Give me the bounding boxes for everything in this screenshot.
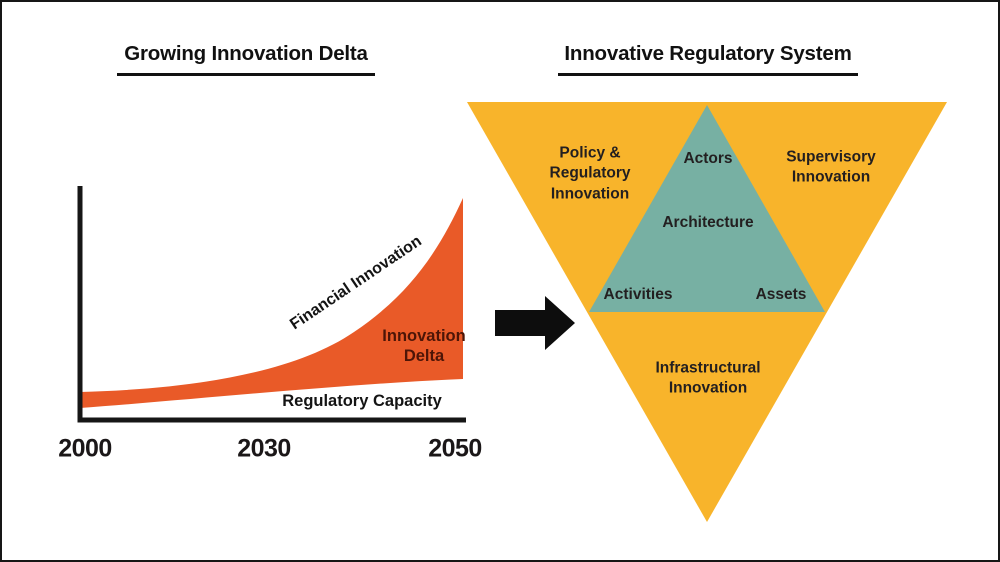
left-panel-title: Growing Innovation Delta — [117, 42, 375, 76]
innovation-delta-area — [80, 198, 463, 408]
activities-label: Activities — [603, 285, 673, 303]
inner-triangle — [589, 105, 825, 312]
assets-label: Assets — [755, 285, 807, 303]
supervisory-innovation-label: Supervisory Innovation — [786, 148, 876, 186]
policy-regulatory-innovation-label: Policy & Regulatory Innovation — [549, 144, 631, 203]
right-arrow-icon — [495, 296, 575, 350]
x-tick-2030: 2030 — [237, 434, 291, 463]
innovation-delta-label: Innovation Delta — [382, 327, 466, 365]
x-tick-2000: 2000 — [58, 434, 112, 463]
architecture-label: Architecture — [662, 213, 754, 231]
regulatory-capacity-label: Regulatory Capacity — [282, 392, 442, 411]
x-tick-2050: 2050 — [428, 434, 482, 463]
infrastructural-innovation-label: Infrastructural Innovation — [655, 359, 761, 397]
right-panel-title: Innovative Regulatory System — [558, 42, 858, 76]
actors-label: Actors — [683, 149, 733, 167]
